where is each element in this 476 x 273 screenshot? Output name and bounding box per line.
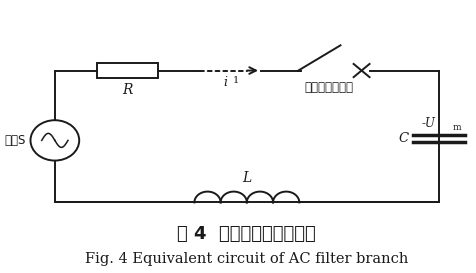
Text: 图 4  滤波器支路等值电路: 图 4 滤波器支路等值电路 bbox=[177, 225, 316, 243]
Text: C: C bbox=[397, 132, 407, 145]
Text: 电源S: 电源S bbox=[4, 134, 26, 147]
Text: 滤波支路断路器: 滤波支路断路器 bbox=[304, 81, 353, 94]
Text: -U: -U bbox=[420, 117, 434, 130]
Bar bbox=[97, 63, 158, 78]
Text: 1: 1 bbox=[232, 76, 238, 85]
Text: i: i bbox=[223, 76, 228, 89]
Text: m: m bbox=[452, 123, 461, 132]
Text: L: L bbox=[242, 171, 251, 185]
Text: R: R bbox=[122, 82, 132, 97]
Text: Fig. 4 Equivalent circuit of AC filter branch: Fig. 4 Equivalent circuit of AC filter b… bbox=[85, 252, 407, 266]
